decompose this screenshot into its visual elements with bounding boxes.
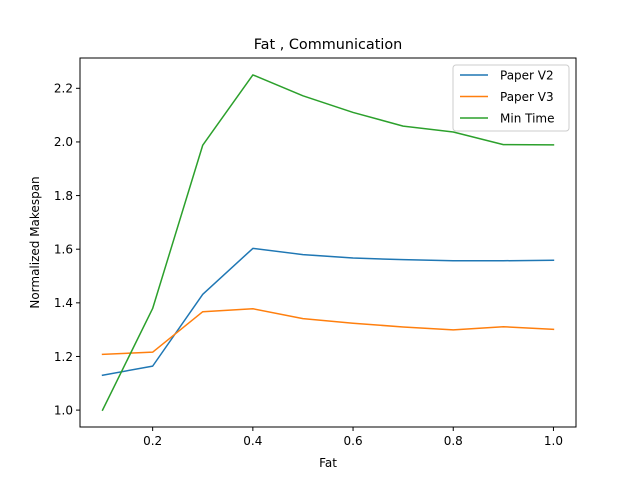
x-tick-label: 0.4 bbox=[243, 434, 262, 448]
legend-label: Paper V3 bbox=[500, 90, 554, 104]
plot-area bbox=[79, 57, 577, 428]
y-tick-label: 2.0 bbox=[54, 135, 73, 149]
series-lines bbox=[101, 74, 555, 412]
series-line-2 bbox=[101, 307, 555, 356]
y-tick-label: 1.8 bbox=[54, 189, 73, 203]
y-tick-label: 1.2 bbox=[54, 350, 73, 364]
x-tick-label: 0.8 bbox=[444, 434, 463, 448]
y-axis: 1.0 1.2 1.4 1.6 1.8 2.0 2.2 bbox=[54, 82, 80, 417]
legend-frame bbox=[452, 64, 570, 132]
x-axis-label: Fat bbox=[319, 456, 337, 470]
series-line-3 bbox=[101, 74, 555, 412]
series-line-1 bbox=[101, 247, 555, 377]
plot-frame bbox=[79, 57, 577, 428]
x-tick-label: 1.0 bbox=[544, 434, 563, 448]
y-tick-label: 1.0 bbox=[54, 403, 73, 417]
y-tick-label: 1.6 bbox=[54, 243, 73, 257]
chart-title: Fat , Communication bbox=[254, 37, 403, 53]
legend-label: Paper V2 bbox=[500, 68, 554, 82]
y-tick-label: 1.4 bbox=[54, 296, 73, 310]
legend-label: Min Time bbox=[500, 111, 554, 125]
y-tick-label: 2.2 bbox=[54, 82, 73, 96]
x-axis: 0.2 0.4 0.6 0.8 1.0 bbox=[143, 427, 563, 448]
x-tick-label: 0.2 bbox=[143, 434, 162, 448]
y-axis-label: Normalized Makespan bbox=[28, 176, 42, 308]
x-tick-label: 0.6 bbox=[344, 434, 363, 448]
legend: Paper V2 Paper V3 Min Time bbox=[452, 64, 570, 132]
